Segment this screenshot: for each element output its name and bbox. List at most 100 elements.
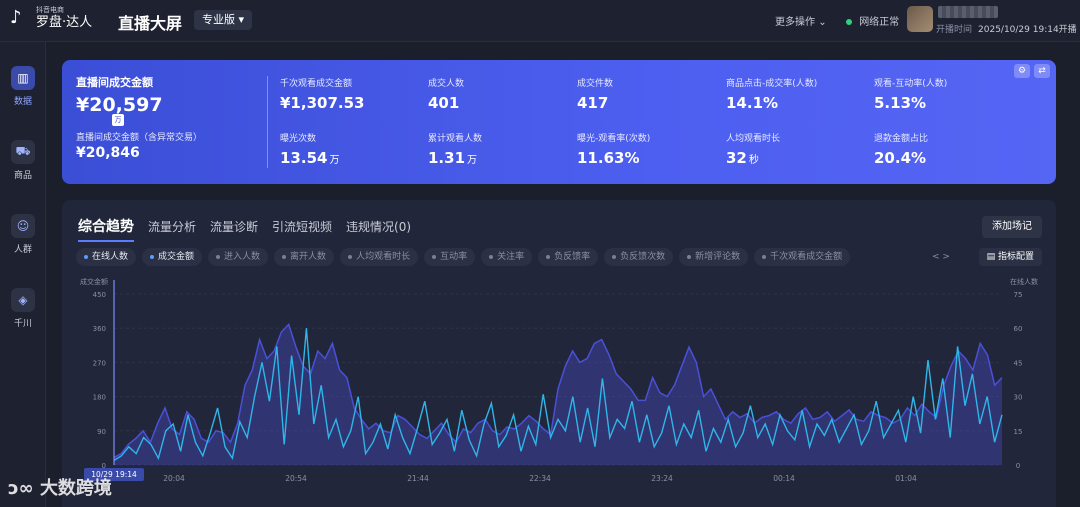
metric-chip[interactable]: 在线人数 xyxy=(76,248,137,266)
kpi-item: 成交件数 417 xyxy=(577,76,727,112)
x-tick-label: 23:24 xyxy=(651,474,673,483)
kpi-gmv-value: ¥20,597 xyxy=(76,94,163,116)
people-icon: ☺ xyxy=(11,214,35,238)
edition-selector[interactable]: 专业版 ▾ xyxy=(194,10,253,30)
y-left-tick-label: 90 xyxy=(97,428,106,436)
trend-chart[interactable]: 成交金额 在线人数 0 90 180 270 360 450 0 15 30 45 60 75 20:04 2… xyxy=(62,272,1056,507)
y-right-tick-label: 30 xyxy=(1014,394,1023,402)
x-tick-label: 01:04 xyxy=(895,474,917,483)
kpi-value: 1.31 万 xyxy=(428,149,578,167)
metric-config-button[interactable]: ▤ 指标配置 xyxy=(978,248,1042,266)
brand-small-text: 抖音电商 xyxy=(36,6,64,14)
tab-short-video[interactable]: 引流短视频 xyxy=(272,220,333,234)
sidebar-item-audience[interactable]: ☺ 人群 xyxy=(0,214,46,255)
kpi-item: 曝光次数 13.54 万 xyxy=(280,131,430,167)
kpi-label: 退款金额占比 xyxy=(874,134,929,144)
chip-dot-icon xyxy=(546,254,551,259)
kpi-label: 曝光-观看率(次数) xyxy=(577,134,651,144)
kpi-value: 13.54 万 xyxy=(280,149,430,167)
kpi-item: 人均观看时长 32 秒 xyxy=(726,131,876,167)
kpi-unit: 秒 xyxy=(748,155,759,166)
swap-icon[interactable]: ⇄ xyxy=(1034,64,1050,78)
chip-label: 在线人数 xyxy=(92,252,129,262)
y-left-tick-label: 0 xyxy=(102,462,106,470)
sidebar-item-label: 数据 xyxy=(13,97,32,107)
watermark: ↄ∞ 大数跨境 xyxy=(8,474,112,500)
kpi-gmv: 直播间成交金额 ¥20,597 万 直播间成交金额（含异常交易） ¥20,846 xyxy=(76,74,266,161)
sidebar-item-qianchuan[interactable]: ◈ 千川 xyxy=(0,288,46,329)
metric-chip[interactable]: 负反馈率 xyxy=(538,248,599,266)
y-left-tick-label: 450 xyxy=(93,291,106,299)
chip-dot-icon xyxy=(687,254,692,259)
tab-traffic-diagnosis[interactable]: 流量诊断 xyxy=(210,220,259,234)
sidebar-item-data[interactable]: ▥ 数据 xyxy=(0,66,46,107)
avatar[interactable] xyxy=(907,6,933,32)
x-tick-label: 22:34 xyxy=(529,474,551,483)
metric-chip[interactable]: 成交金额 xyxy=(142,248,203,266)
kpi-value: 20.4% xyxy=(874,149,1024,167)
chip-dot-icon xyxy=(762,254,767,259)
metric-chip[interactable]: 进入人数 xyxy=(208,248,269,266)
watermark-logo-icon: ↄ∞ xyxy=(8,478,40,499)
live-time-label: 开播时间 xyxy=(936,25,973,35)
gear-icon[interactable]: ⚙ xyxy=(1014,64,1030,78)
panel-tabs: 综合趋势 流量分析 流量诊断 引流短视频 违规情况(0) xyxy=(78,218,411,242)
list-icon: ▤ xyxy=(986,252,998,262)
kpi-card: 直播间成交金额 ¥20,597 万 直播间成交金额（含异常交易） ¥20,846… xyxy=(62,60,1056,184)
page-title: 直播大屏 xyxy=(118,14,183,33)
ad-icon: ◈ xyxy=(11,288,35,312)
kpi-number: ¥1,307.53 xyxy=(280,94,365,112)
username-blurred xyxy=(938,6,998,18)
kpi-value: 401 xyxy=(428,94,578,112)
chip-dot-icon xyxy=(432,254,437,259)
chip-label: 负反馈率 xyxy=(554,252,591,262)
metric-chip[interactable]: 关注率 xyxy=(481,248,533,266)
chip-dot-icon xyxy=(282,254,287,259)
metric-chip[interactable]: 负反馈次数 xyxy=(604,248,674,266)
chip-label: 负反馈次数 xyxy=(620,252,666,262)
chip-label: 互动率 xyxy=(440,252,468,262)
kpi-label: 千次观看成交金额 xyxy=(280,79,353,89)
y-right-tick-label: 0 xyxy=(1016,462,1020,470)
more-ops-label: 更多操作 xyxy=(775,17,815,28)
kpi-value: 32 秒 xyxy=(726,149,876,167)
tab-traffic-analysis[interactable]: 流量分析 xyxy=(148,220,197,234)
y-right-tick-label: 45 xyxy=(1014,359,1023,367)
kpi-label: 商品点击-成交率(人数) xyxy=(726,79,818,89)
metric-chip[interactable]: 离开人数 xyxy=(274,248,335,266)
metric-chip[interactable]: 人均观看时长 xyxy=(340,248,419,266)
kpi-item: 商品点击-成交率(人数) 14.1% xyxy=(726,76,876,112)
metric-config-label: 指标配置 xyxy=(997,252,1034,262)
metric-chip[interactable]: 千次观看成交金额 xyxy=(754,248,851,266)
sidebar-item-products[interactable]: ⛟ 商品 xyxy=(0,140,46,181)
kpi-label: 观看-互动率(人数) xyxy=(874,79,948,89)
kpi-value: 417 xyxy=(577,94,727,112)
brand-logo[interactable]: ♪ 抖音电商 罗盘·达人 xyxy=(10,6,92,30)
kpi-item: 累计观看人数 1.31 万 xyxy=(428,131,578,167)
add-mark-button[interactable]: 添加场记 xyxy=(982,216,1042,238)
more-ops-menu[interactable]: 更多操作 ⌄ xyxy=(775,13,827,28)
y-right-tick-label: 75 xyxy=(1014,291,1023,299)
kpi-value: 14.1% xyxy=(726,94,876,112)
tab-overview[interactable]: 综合趋势 xyxy=(78,216,134,242)
y-left-tick-label: 270 xyxy=(93,359,106,367)
kpi-item: 千次观看成交金额 ¥1,307.53 xyxy=(280,76,430,112)
kpi-item: 成交人数 401 xyxy=(428,76,578,112)
kpi-number: 1.31 xyxy=(428,149,466,167)
sidebar-item-label: 人群 xyxy=(13,245,32,255)
chip-label: 离开人数 xyxy=(290,252,327,262)
kpi-unit: 万 xyxy=(467,155,478,166)
kpi-label: 曝光次数 xyxy=(280,134,317,144)
kpi-label: 成交人数 xyxy=(428,79,465,89)
chip-nav-arrows[interactable]: < > xyxy=(932,252,950,262)
y-left-axis-label: 成交金额 xyxy=(80,277,108,286)
tab-violations[interactable]: 违规情况(0) xyxy=(346,220,412,234)
y-right-axis-label: 在线人数 xyxy=(1010,277,1038,286)
metric-chip[interactable]: 新增评论数 xyxy=(679,248,749,266)
sidebar-item-label: 商品 xyxy=(13,171,32,181)
watermark-text: 大数跨境 xyxy=(39,478,112,499)
brand-name: 罗盘·达人 xyxy=(36,15,93,30)
chip-label: 千次观看成交金额 xyxy=(770,252,843,262)
cursor-time-label: 10/29 19:14 xyxy=(91,470,137,479)
metric-chip[interactable]: 互动率 xyxy=(424,248,476,266)
